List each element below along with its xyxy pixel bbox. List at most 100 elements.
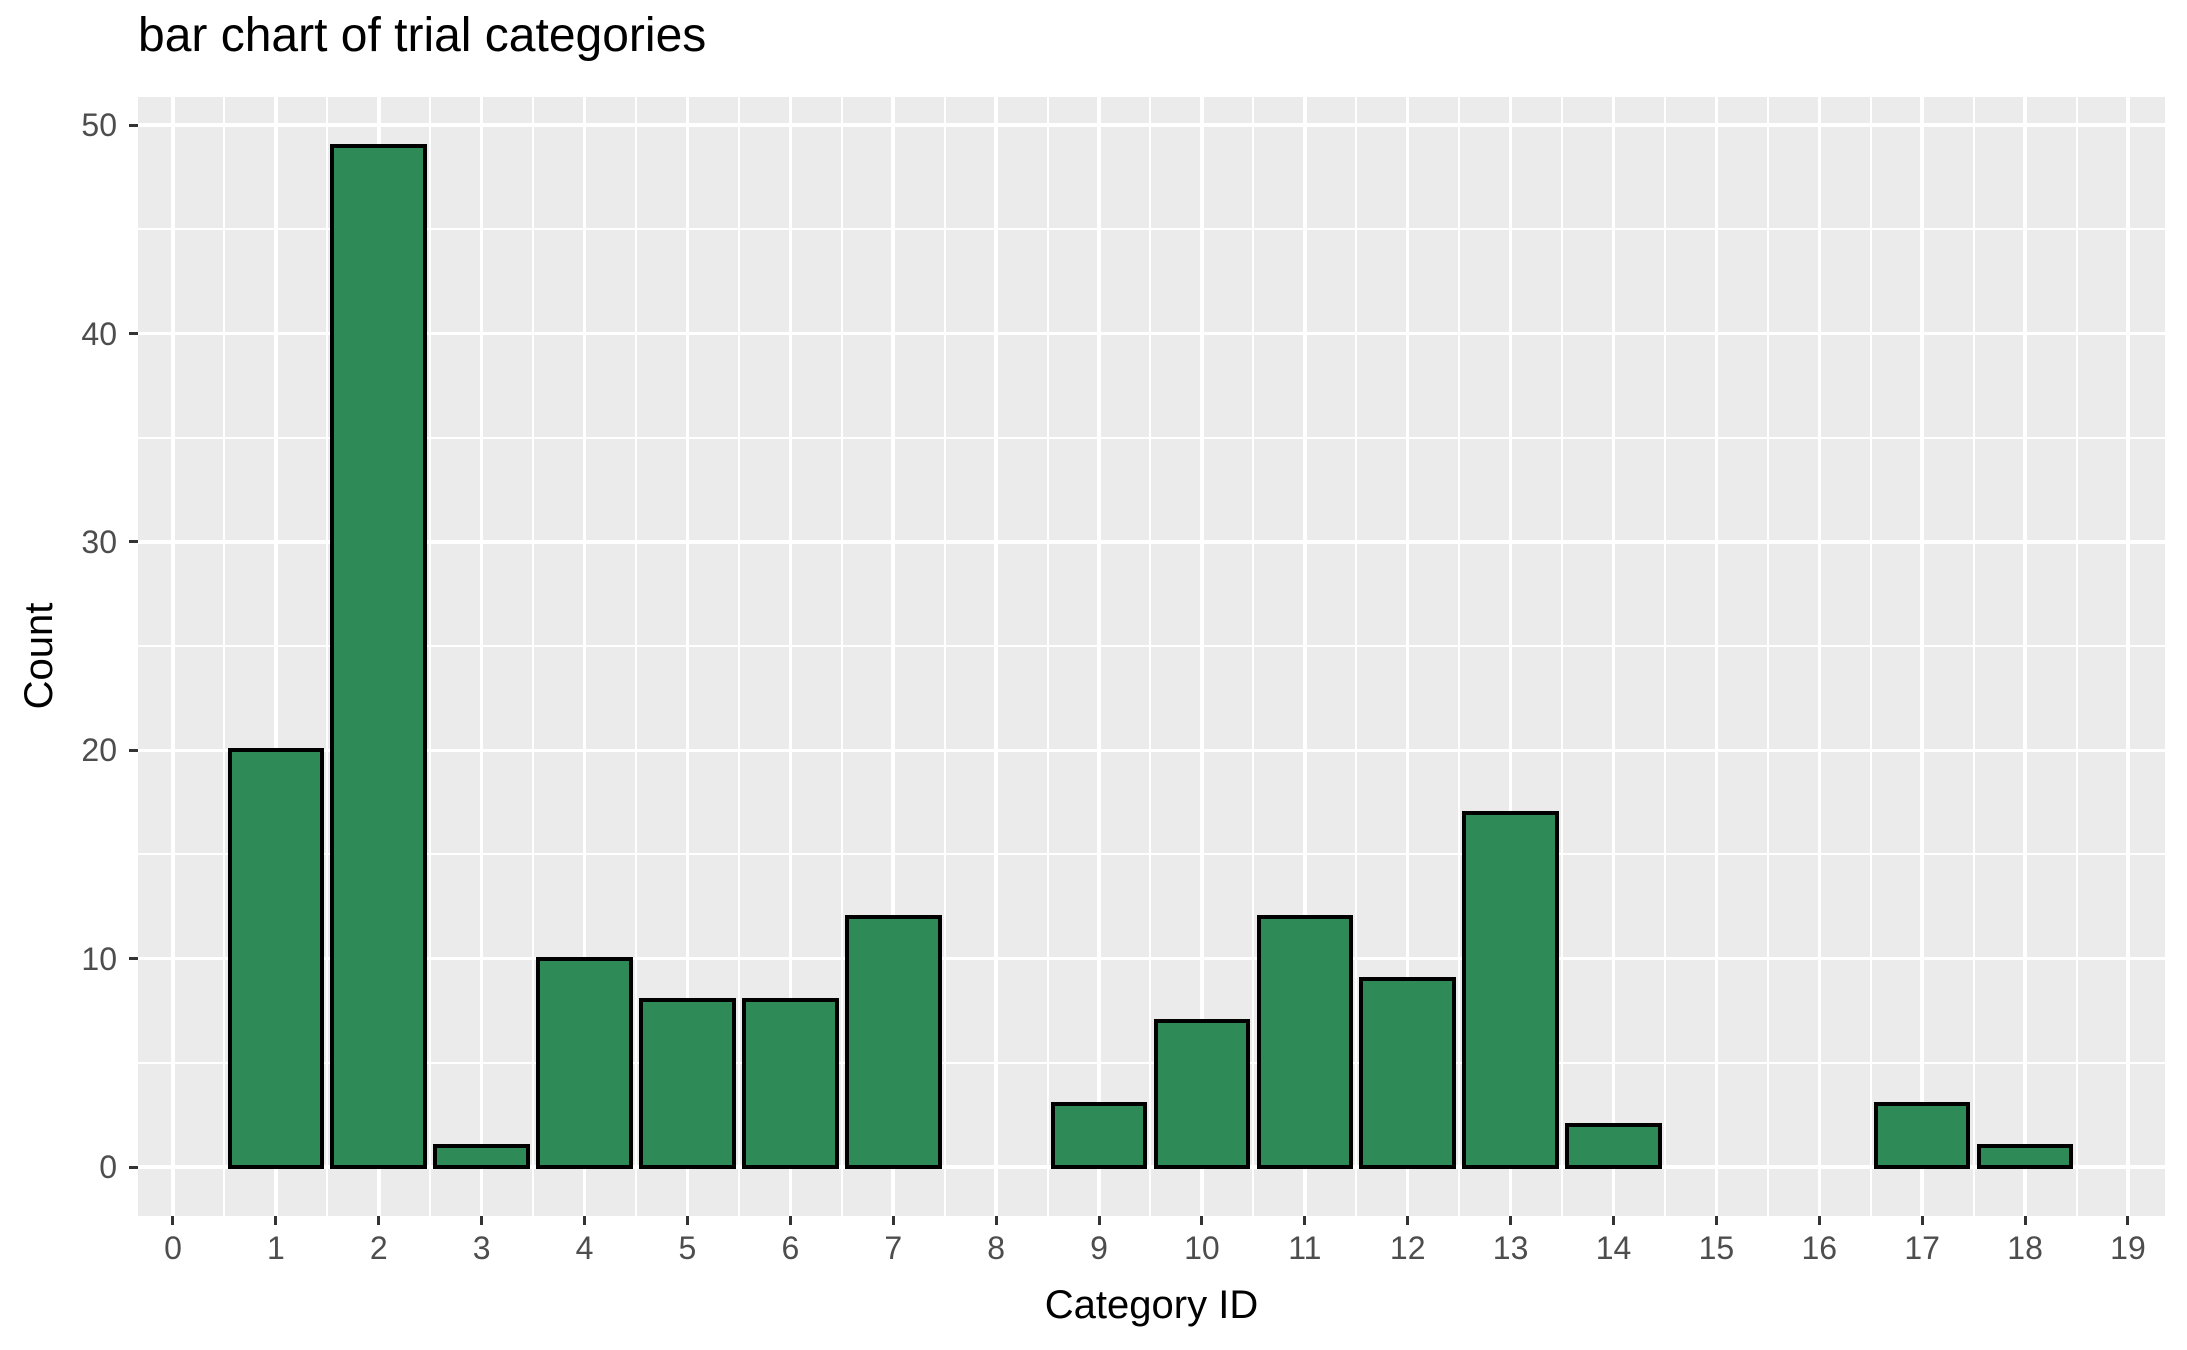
x-tick-label: 0 — [164, 1230, 182, 1266]
x-tick-label: 4 — [575, 1230, 594, 1266]
x-minor-gridline — [1663, 97, 1666, 1216]
x-minor-gridline — [1458, 97, 1461, 1216]
x-minor-gridline — [429, 97, 432, 1216]
x-tick-mark — [377, 1216, 381, 1225]
x-tick-label: 8 — [987, 1230, 1006, 1266]
x-tick-mark — [788, 1216, 792, 1225]
x-tick-label: 11 — [1288, 1230, 1322, 1266]
x-minor-gridline — [1149, 97, 1152, 1216]
x-major-gridline — [274, 97, 278, 1216]
bar-category-18 — [1976, 1144, 2074, 1169]
bar-category-4 — [536, 956, 633, 1169]
x-minor-gridline — [1252, 97, 1255, 1216]
x-tick-mark — [1200, 1216, 1204, 1225]
y-minor-gridline — [138, 853, 2165, 856]
x-major-gridline — [2023, 97, 2027, 1216]
x-minor-gridline — [2075, 97, 2078, 1216]
x-major-gridline — [1508, 97, 1513, 1216]
x-tick-label: 14 — [1595, 1230, 1632, 1266]
x-major-gridline — [2126, 97, 2130, 1216]
x-major-gridline — [891, 97, 895, 1216]
x-tick-mark — [1920, 1216, 1924, 1225]
x-tick-mark — [1406, 1216, 1410, 1225]
y-major-gridline — [138, 123, 2165, 127]
x-tick-mark — [480, 1216, 484, 1225]
x-major-gridline — [582, 97, 587, 1216]
x-tick-label: 3 — [472, 1230, 491, 1266]
x-minor-gridline — [1561, 97, 1564, 1216]
x-tick-label: 7 — [884, 1230, 903, 1266]
x-tick-label: 18 — [2007, 1230, 2043, 1266]
x-tick-label: 5 — [678, 1230, 697, 1266]
x-tick-label: 19 — [2110, 1230, 2146, 1266]
x-minor-gridline — [840, 97, 843, 1216]
y-major-gridline — [138, 1165, 2165, 1169]
y-tick-mark — [129, 332, 138, 335]
y-tick-label: 20 — [81, 732, 117, 769]
bar-category-1 — [227, 748, 325, 1169]
x-minor-gridline — [1869, 97, 1872, 1216]
x-minor-gridline — [532, 97, 535, 1216]
x-tick-mark — [1611, 1216, 1615, 1225]
chart-title: bar chart of trial categories — [138, 9, 707, 62]
bar-category-7 — [844, 914, 942, 1169]
x-tick-mark — [1509, 1216, 1513, 1225]
x-tick-label: 2 — [369, 1230, 388, 1266]
y-axis-title: Count — [17, 602, 61, 710]
y-tick-label: 10 — [81, 940, 117, 977]
bar-category-6 — [742, 998, 839, 1169]
x-tick-mark — [171, 1216, 175, 1225]
x-tick-label: 6 — [781, 1230, 800, 1266]
x-major-gridline — [1817, 97, 1822, 1216]
x-axis-title: Category ID — [1044, 1283, 1259, 1327]
y-tick-mark — [129, 123, 138, 127]
x-tick-mark — [994, 1216, 998, 1225]
x-tick-label: 9 — [1090, 1230, 1108, 1266]
bar-category-2 — [330, 143, 428, 1169]
y-major-gridline — [138, 956, 2165, 961]
bar-category-9 — [1050, 1102, 1148, 1169]
x-tick-mark — [583, 1216, 587, 1225]
plot-panel — [138, 97, 2165, 1216]
x-major-gridline — [1611, 97, 1616, 1216]
bar-category-10 — [1153, 1019, 1251, 1169]
x-minor-gridline — [635, 97, 637, 1216]
x-major-gridline — [1303, 97, 1307, 1216]
x-tick-label: 13 — [1492, 1230, 1529, 1266]
bar-category-5 — [639, 998, 736, 1169]
y-tick-label: 50 — [81, 107, 117, 144]
x-minor-gridline — [326, 97, 329, 1216]
y-minor-gridline — [138, 228, 2165, 231]
x-major-gridline — [1200, 97, 1204, 1216]
x-major-gridline — [1920, 97, 1924, 1216]
x-tick-mark — [274, 1216, 278, 1225]
x-tick-mark — [1303, 1216, 1307, 1225]
y-tick-mark — [129, 748, 138, 752]
x-minor-gridline — [223, 97, 226, 1216]
x-major-gridline — [1097, 97, 1101, 1216]
bar-category-14 — [1565, 1123, 1662, 1169]
x-minor-gridline — [943, 97, 946, 1216]
bar-category-17 — [1873, 1102, 1971, 1169]
x-tick-label: 1 — [266, 1230, 285, 1266]
x-tick-mark — [1817, 1216, 1821, 1225]
y-major-gridline — [138, 748, 2165, 753]
x-tick-label: 17 — [1904, 1230, 1940, 1266]
y-tick-label: 40 — [81, 315, 117, 352]
x-tick-mark — [1097, 1216, 1101, 1225]
y-minor-gridline — [138, 436, 2165, 439]
y-tick-mark — [129, 957, 138, 961]
x-major-gridline — [171, 97, 175, 1216]
x-major-gridline — [1714, 97, 1719, 1216]
x-tick-label: 15 — [1698, 1230, 1735, 1266]
y-major-gridline — [138, 331, 2165, 336]
x-tick-mark — [1714, 1216, 1718, 1225]
x-tick-mark — [2023, 1216, 2027, 1225]
y-minor-gridline — [138, 645, 2165, 648]
x-minor-gridline — [1766, 97, 1769, 1216]
y-minor-gridline — [138, 1061, 2165, 1064]
y-tick-mark — [129, 1165, 138, 1169]
x-tick-label: 10 — [1184, 1230, 1220, 1266]
y-major-gridline — [138, 540, 2165, 544]
